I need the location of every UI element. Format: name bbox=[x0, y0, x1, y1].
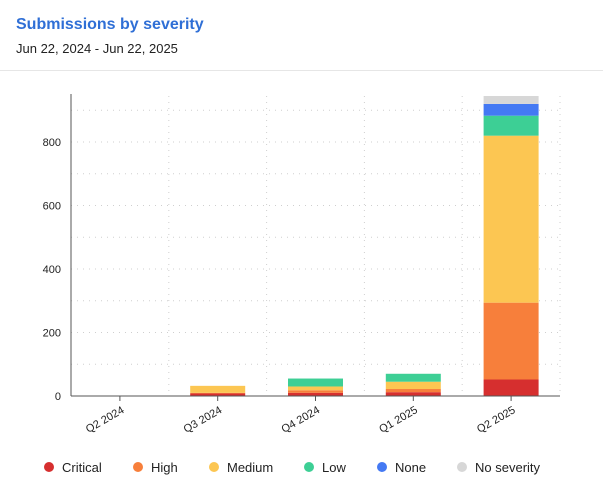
legend-label: High bbox=[151, 459, 178, 475]
chart-title: Submissions by severity bbox=[16, 16, 204, 33]
legend-item-no-severity[interactable]: No severity bbox=[457, 456, 540, 478]
legend-item-high[interactable]: High bbox=[133, 456, 178, 478]
legend-item-critical[interactable]: Critical bbox=[44, 456, 102, 478]
legend-label: Critical bbox=[62, 459, 102, 475]
legend-dot-icon bbox=[209, 462, 219, 472]
bar-segment-low[interactable] bbox=[483, 115, 539, 136]
legend-label: Low bbox=[322, 459, 346, 475]
y-tick-label: 600 bbox=[43, 201, 61, 213]
y-tick-label: 0 bbox=[55, 391, 61, 403]
bar-segment-none[interactable] bbox=[483, 103, 539, 116]
bar-segment-low[interactable] bbox=[288, 378, 343, 387]
bar-segment-high[interactable] bbox=[385, 389, 441, 393]
bar-segment-high[interactable] bbox=[288, 390, 343, 393]
legend-item-none[interactable]: None bbox=[377, 456, 426, 478]
legend: Critical High Medium Low None No severity bbox=[0, 456, 603, 480]
legend-item-low[interactable]: Low bbox=[304, 456, 346, 478]
x-tick-label: Q4 2024 bbox=[279, 404, 322, 435]
y-axis-ticks: 0 200 400 600 800 bbox=[43, 137, 61, 403]
bar-segment-critical[interactable] bbox=[288, 392, 343, 396]
legend-dot-icon bbox=[304, 462, 314, 472]
bar-segment-medium[interactable] bbox=[288, 386, 343, 391]
bars bbox=[190, 96, 539, 396]
bar-segment-medium[interactable] bbox=[385, 381, 441, 390]
bar-segment-critical[interactable] bbox=[385, 392, 441, 396]
y-tick-label: 400 bbox=[43, 264, 61, 276]
y-tick-label: 200 bbox=[43, 328, 61, 340]
legend-dot-icon bbox=[457, 462, 467, 472]
legend-label: None bbox=[395, 459, 427, 475]
bar-segment-critical[interactable] bbox=[483, 379, 539, 396]
bar-segment-critical[interactable] bbox=[190, 393, 246, 396]
x-axis-ticks: Q2 2024 Q3 2024 Q4 2024 Q1 2025 Q2 2025 bbox=[84, 396, 518, 436]
y-tick-label: 800 bbox=[43, 137, 61, 149]
legend-dot-icon bbox=[133, 462, 143, 472]
bar-segment-medium[interactable] bbox=[190, 385, 246, 393]
legend-label: No severity bbox=[475, 459, 541, 475]
bar-segment-medium[interactable] bbox=[483, 135, 539, 303]
legend-label: Medium bbox=[227, 459, 274, 475]
legend-dot-icon bbox=[44, 462, 54, 472]
bar-segment-high[interactable] bbox=[190, 392, 246, 394]
legend-dot-icon bbox=[377, 462, 387, 472]
bar-segment-low[interactable] bbox=[385, 373, 441, 382]
x-tick-label: Q2 2024 bbox=[84, 404, 127, 435]
x-tick-label: Q1 2025 bbox=[377, 404, 420, 435]
bar-segment-high[interactable] bbox=[483, 302, 539, 380]
bar-segment-no-severity[interactable] bbox=[483, 96, 539, 104]
card-header: Submissions by severity Jun 22, 2024 - J… bbox=[0, 0, 603, 71]
date-range: Jun 22, 2024 - Jun 22, 2025 bbox=[16, 41, 178, 56]
legend-item-medium[interactable]: Medium bbox=[209, 456, 273, 478]
x-tick-label: Q2 2025 bbox=[475, 404, 518, 435]
stacked-bar-chart: 0 200 400 600 800 Q2 2024 Q3 2024 Q4 2024 Q1 20… bbox=[43, 94, 561, 436]
x-tick-label: Q3 2024 bbox=[182, 404, 225, 435]
